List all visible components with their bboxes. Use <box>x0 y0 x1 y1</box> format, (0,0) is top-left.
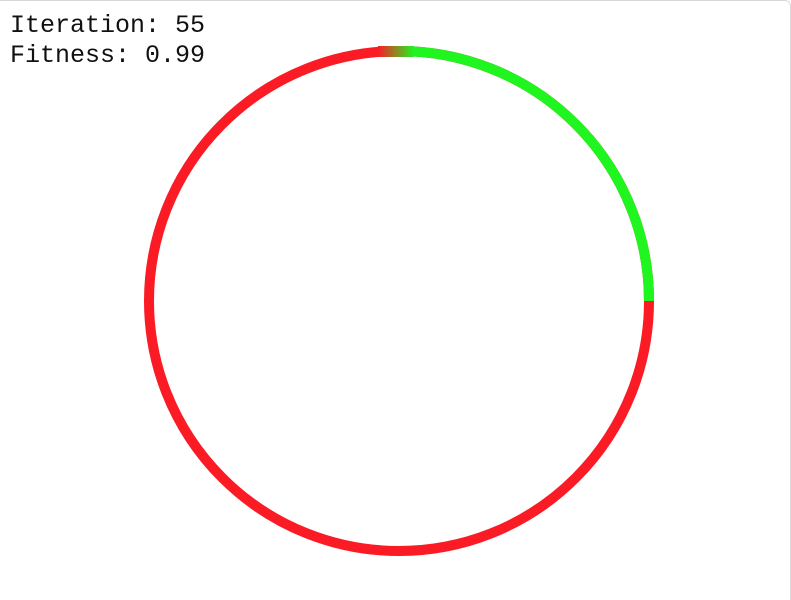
fitness-label: Fitness: 0.99 <box>10 41 206 70</box>
stats-overlay: Iteration: 55 Fitness: 0.99 <box>10 11 205 71</box>
ring-seam <box>378 46 414 57</box>
iteration-label: Iteration: 55 <box>10 11 206 40</box>
ring-completed-arc <box>398 46 654 302</box>
